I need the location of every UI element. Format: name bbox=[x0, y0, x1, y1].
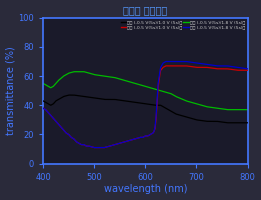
X-axis label: wavelength (nm): wavelength (nm) bbox=[104, 184, 187, 194]
Y-axis label: transmittance (%): transmittance (%) bbox=[5, 46, 16, 135]
Title: 투과도 스펙트럼: 투과도 스펙트럼 bbox=[123, 6, 168, 16]
Legend: 착색 (-0.5 V(5s)/1.0 V (5s)착, 탈색 (-0.5 V(5s)/1.0 V (5s)탈, 착색 (-0.5 V(5s)/1.8 V (5s: 착색 (-0.5 V(5s)/1.0 V (5s)착, 탈색 (-0.5 V(5… bbox=[120, 20, 245, 30]
